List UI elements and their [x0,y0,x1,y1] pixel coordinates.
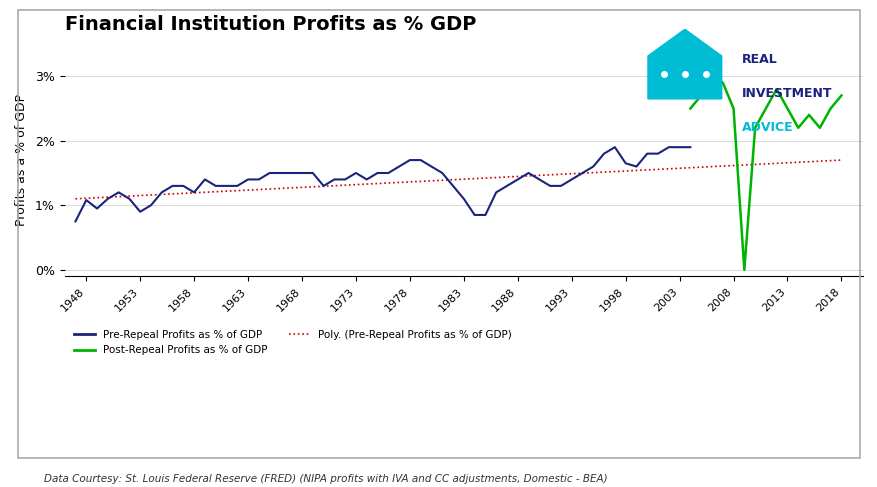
Text: INVESTMENT: INVESTMENT [741,87,831,100]
Text: REAL: REAL [741,53,777,66]
Polygon shape [647,29,721,99]
Text: Financial Institution Profits as % GDP: Financial Institution Profits as % GDP [65,15,475,34]
Y-axis label: Profits as a % of GDP: Profits as a % of GDP [15,94,28,226]
Text: ADVICE: ADVICE [741,121,793,134]
Legend: Pre-Repeal Profits as % of GDP, Post-Repeal Profits as % of GDP, Poly. (Pre-Repe: Pre-Repeal Profits as % of GDP, Post-Rep… [70,326,515,359]
Text: Data Courtesy: St. Louis Federal Reserve (FRED) (NIPA profits with IVA and CC ad: Data Courtesy: St. Louis Federal Reserve… [44,474,607,484]
